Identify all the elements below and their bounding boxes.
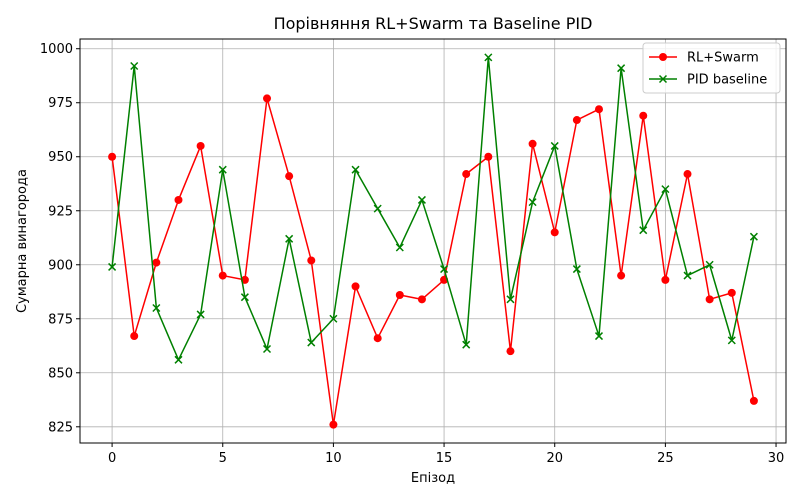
data-point <box>440 265 449 274</box>
data-point <box>462 340 471 349</box>
data-point <box>661 275 670 284</box>
data-point <box>594 332 604 341</box>
series-line-pid-baseline <box>111 56 755 361</box>
data-point <box>218 165 227 174</box>
data-point <box>749 232 758 241</box>
data-point <box>572 265 581 274</box>
data-point <box>196 310 205 319</box>
data-point <box>329 420 338 429</box>
data-point <box>617 271 626 280</box>
y-tick-label: 975 <box>48 96 73 111</box>
data-point <box>528 139 537 148</box>
data-point <box>174 355 183 364</box>
data-point <box>351 282 360 291</box>
data-point <box>108 262 117 271</box>
data-point <box>484 53 493 62</box>
data-point <box>373 334 382 343</box>
data-point <box>395 243 404 252</box>
data-point <box>705 295 714 304</box>
plot-area <box>79 38 787 444</box>
y-axis-label: Сумарна винагорода <box>15 169 30 313</box>
data-point <box>594 105 603 114</box>
data-point <box>152 303 161 313</box>
legend: RL+Swarm PID baseline <box>642 42 781 94</box>
axis-ticks: 0 5 10 15 20 25 30 825 850 875 900 925 950 975 1000 <box>40 42 784 466</box>
data-point <box>262 344 272 354</box>
data-point <box>462 170 471 179</box>
series-layer <box>108 53 758 429</box>
data-point <box>130 332 139 341</box>
data-point <box>639 226 648 235</box>
data-point <box>307 338 316 347</box>
data-point <box>351 165 360 174</box>
data-point <box>108 152 117 161</box>
data-point <box>528 198 537 207</box>
y-tick-label: 925 <box>48 204 73 219</box>
data-point <box>506 295 515 304</box>
data-point <box>550 141 559 150</box>
data-point <box>484 152 493 161</box>
y-tick-label: 875 <box>48 312 73 327</box>
data-point <box>550 228 559 237</box>
data-point <box>683 170 692 179</box>
legend-marker <box>658 74 668 84</box>
data-point <box>285 234 294 243</box>
y-tick-label: 850 <box>48 366 73 381</box>
data-point <box>196 141 205 150</box>
data-point <box>417 195 426 204</box>
legend-box <box>642 42 781 94</box>
data-point <box>617 64 626 73</box>
data-point <box>263 94 272 103</box>
data-point <box>395 291 404 300</box>
data-point <box>661 185 670 194</box>
series-line-rl-swarm <box>111 97 755 426</box>
x-tick-label: 15 <box>436 451 453 466</box>
data-point <box>727 336 736 345</box>
x-tick-label: 25 <box>657 451 674 466</box>
chart-title: Порівняння RL+Swarm та Baseline PID <box>274 14 593 33</box>
grid-lines <box>80 39 786 443</box>
x-tick-label: 10 <box>325 451 342 466</box>
data-point <box>218 271 227 280</box>
x-tick-label: 5 <box>219 451 227 466</box>
data-point <box>240 293 249 302</box>
y-tick-label: 1000 <box>40 42 73 57</box>
y-tick-label: 900 <box>48 258 73 273</box>
legend-label: PID baseline <box>687 73 767 88</box>
data-point <box>307 256 316 265</box>
y-tick-label: 825 <box>48 420 73 435</box>
data-point <box>506 347 515 356</box>
series-pid-baseline <box>108 53 758 364</box>
data-point <box>174 195 183 204</box>
legend-marker <box>659 53 667 61</box>
legend-entry: RL+Swarm <box>649 51 759 66</box>
y-tick-label: 950 <box>48 150 73 165</box>
data-point <box>152 258 161 267</box>
data-point <box>329 314 338 323</box>
data-point <box>727 288 736 297</box>
data-point <box>749 396 758 405</box>
x-axis-label: Епізод <box>411 471 455 486</box>
data-point <box>130 61 139 71</box>
x-tick-label: 0 <box>108 451 116 466</box>
data-point <box>373 204 382 213</box>
legend-label: RL+Swarm <box>687 51 759 66</box>
data-point <box>639 111 648 120</box>
data-point <box>417 295 426 304</box>
series-rl-swarm <box>108 94 758 429</box>
data-point <box>285 172 294 181</box>
x-tick-label: 30 <box>768 451 785 466</box>
legend-entry: PID baseline <box>649 73 767 88</box>
data-point <box>705 260 714 269</box>
data-point <box>572 116 581 125</box>
data-point <box>683 271 692 280</box>
x-tick-label: 20 <box>546 451 563 466</box>
